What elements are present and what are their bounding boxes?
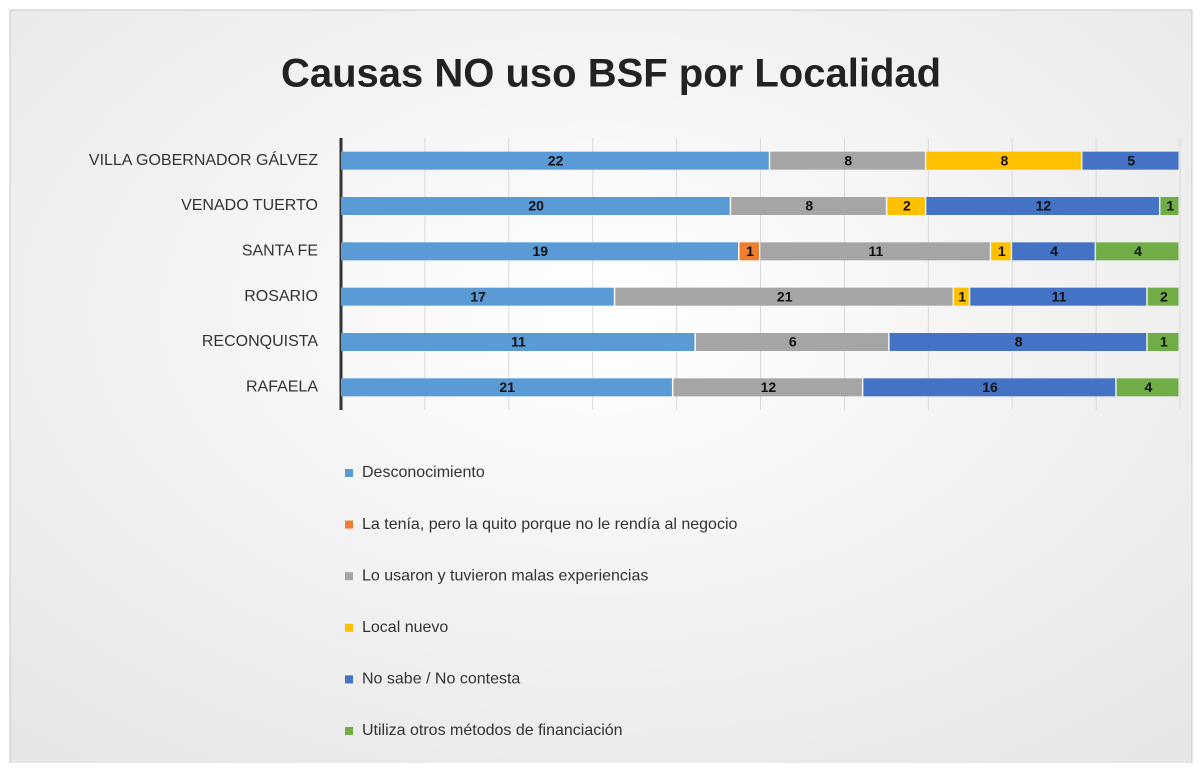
legend-label: Desconocimiento bbox=[362, 464, 485, 481]
data-label: 21 bbox=[499, 379, 515, 395]
data-label: 12 bbox=[1036, 198, 1052, 214]
bar-segment bbox=[739, 242, 759, 261]
legend-label: Utiliza otros métodos de financiación bbox=[362, 722, 623, 739]
bar-segment bbox=[863, 378, 1116, 397]
data-label: 8 bbox=[844, 152, 852, 168]
legend-label: No sabe / No contesta bbox=[362, 671, 520, 688]
bar-segment bbox=[954, 287, 969, 306]
bar-segment bbox=[1082, 151, 1179, 170]
data-label: 21 bbox=[777, 288, 793, 304]
data-label: 8 bbox=[805, 198, 813, 214]
bar-segment bbox=[673, 378, 862, 397]
y-tick-label: SANTA FE bbox=[242, 243, 318, 260]
chart-title: Causas NO uso BSF por Localidad bbox=[281, 52, 941, 96]
legend-swatch bbox=[345, 572, 353, 581]
data-label: 11 bbox=[511, 334, 526, 350]
data-label: 12 bbox=[761, 379, 777, 395]
bar-segment bbox=[1160, 197, 1179, 215]
data-label: 16 bbox=[982, 379, 998, 395]
data-label: 1 bbox=[746, 243, 754, 259]
data-label: 4 bbox=[1050, 243, 1058, 259]
bar-segment bbox=[341, 378, 672, 397]
data-label: 1 bbox=[1166, 198, 1174, 214]
data-label: 22 bbox=[548, 152, 564, 168]
bar-segment bbox=[341, 242, 739, 261]
y-tick-label: ROSARIO bbox=[244, 288, 318, 305]
data-label: 8 bbox=[1000, 152, 1008, 168]
legend-swatch bbox=[345, 469, 353, 477]
legend-label: Local nuevo bbox=[362, 619, 448, 636]
data-label: 4 bbox=[1134, 243, 1142, 259]
data-label: 5 bbox=[1127, 152, 1135, 168]
data-label: 4 bbox=[1144, 379, 1152, 395]
bar-segment bbox=[731, 197, 886, 215]
data-label: 1 bbox=[1160, 334, 1168, 350]
bar-segment bbox=[1147, 287, 1179, 306]
bar-segment bbox=[1147, 333, 1179, 351]
bar-segment bbox=[1096, 242, 1179, 261]
bar-segment bbox=[770, 151, 925, 170]
bar-segment bbox=[341, 197, 730, 215]
bar-segment bbox=[1012, 242, 1095, 261]
bar-segment bbox=[889, 333, 1147, 351]
y-tick-label: VENADO TUERTO bbox=[181, 197, 318, 214]
legend-label: La tenía, pero la quito porque no le ren… bbox=[362, 516, 737, 533]
data-label: 2 bbox=[1160, 288, 1168, 304]
y-tick-label: RAFAELA bbox=[246, 379, 318, 396]
data-label: 19 bbox=[532, 243, 548, 259]
data-label: 1 bbox=[958, 288, 966, 304]
bar-segment bbox=[887, 197, 925, 215]
bar-segment bbox=[991, 242, 1011, 261]
bar-segment bbox=[341, 287, 614, 306]
bar-segment bbox=[615, 287, 953, 306]
legend-swatch bbox=[345, 727, 353, 735]
bar-segment bbox=[1116, 378, 1179, 397]
data-label: 20 bbox=[528, 198, 544, 214]
bar-segment bbox=[926, 197, 1159, 215]
bar-segment bbox=[970, 287, 1147, 306]
data-label: 2 bbox=[903, 198, 911, 214]
data-label: 11 bbox=[1052, 288, 1067, 304]
y-tick-label: RECONQUISTA bbox=[202, 333, 318, 350]
bar-segment bbox=[926, 151, 1081, 170]
legend-label: Lo usaron y tuvieron malas experiencias bbox=[362, 567, 648, 584]
data-label: 11 bbox=[868, 243, 883, 259]
y-tick-label: VILLA GOBERNADOR GÁLVEZ bbox=[89, 150, 318, 169]
bar-segment bbox=[341, 333, 695, 351]
bar-segment bbox=[695, 333, 889, 351]
bar-segment bbox=[341, 151, 769, 170]
bar-segment bbox=[760, 242, 990, 261]
data-label: 8 bbox=[1015, 334, 1023, 350]
data-label: 17 bbox=[470, 288, 486, 304]
legend-swatch bbox=[345, 675, 353, 684]
legend-swatch bbox=[345, 520, 353, 529]
data-label: 1 bbox=[998, 243, 1006, 259]
data-label: 6 bbox=[789, 334, 797, 350]
legend-swatch bbox=[345, 623, 353, 632]
